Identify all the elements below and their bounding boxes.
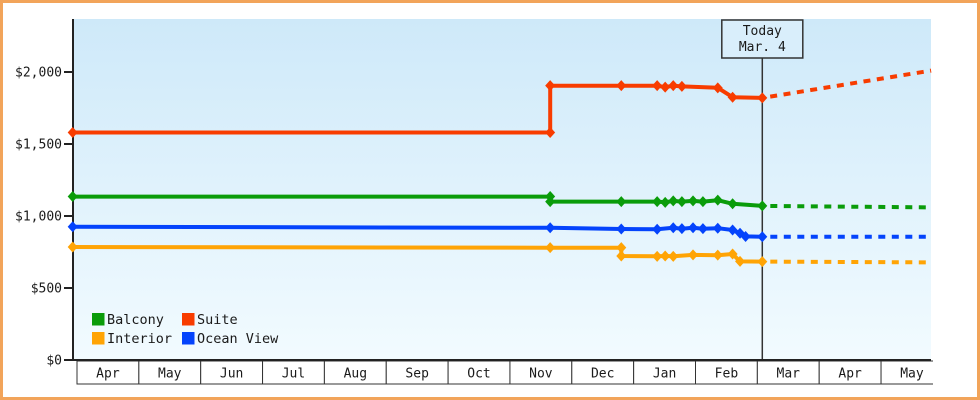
forecast-line-interior	[762, 259, 932, 265]
legend: Balcony Suite Interior Ocean View	[92, 312, 279, 347]
month-label: Oct	[467, 367, 490, 382]
month-label: May	[158, 367, 182, 382]
x-axis-month-row: Apr May Jun Jul Aug Sep Oct Nov Dec Jan Feb Mar Apr M…	[76, 360, 933, 385]
today-box	[721, 19, 804, 59]
data-point-marker	[757, 200, 768, 212]
y-tick-label: $2,000	[15, 66, 62, 81]
data-point-marker	[697, 223, 708, 235]
data-point-marker	[545, 222, 556, 234]
data-point-marker	[67, 221, 78, 233]
legend-swatch-interior	[92, 332, 105, 345]
month-label: Jun	[220, 367, 243, 382]
month-label: Mar	[777, 367, 801, 382]
legend-label: Ocean View	[197, 331, 279, 347]
y-tick-label: $0	[46, 354, 62, 369]
data-point-marker	[712, 194, 723, 206]
data-point-marker	[545, 80, 556, 92]
data-point-marker	[712, 222, 723, 234]
data-point-marker	[652, 250, 663, 262]
data-point-marker	[668, 222, 679, 234]
y-tick-label: $1,500	[15, 138, 62, 153]
data-point-marker	[688, 249, 699, 261]
data-point-marker	[616, 242, 627, 254]
data-point-marker	[545, 196, 556, 208]
price-series-layer	[67, 68, 932, 268]
today-label: Today	[743, 24, 782, 39]
forecast-line-suite	[761, 68, 932, 100]
data-point-marker	[735, 255, 746, 267]
data-point-marker	[652, 223, 663, 235]
legend-swatch-ocean-view	[182, 332, 195, 345]
legend-label: Balcony	[107, 312, 164, 328]
month-label: Jul	[282, 367, 305, 382]
data-point-marker	[676, 80, 687, 92]
data-point-marker	[67, 191, 78, 203]
data-point-marker	[727, 198, 738, 210]
month-label: Dec	[591, 367, 614, 382]
data-point-marker	[727, 91, 738, 103]
month-label: Apr	[838, 367, 862, 382]
forecast-line-balcony	[762, 203, 932, 210]
data-point-marker	[712, 82, 723, 94]
month-label: Nov	[529, 367, 553, 382]
plot-background	[73, 19, 931, 360]
data-point-marker	[660, 196, 671, 208]
data-point-marker	[545, 126, 556, 138]
data-point-marker	[616, 80, 627, 92]
data-point-marker	[668, 80, 679, 92]
data-point-marker	[67, 241, 78, 253]
data-point-marker	[727, 248, 738, 260]
data-point-marker	[652, 80, 663, 92]
legend-swatch-suite	[182, 313, 195, 326]
y-tick-label: $500	[31, 282, 62, 297]
month-label: Apr	[96, 367, 120, 382]
data-point-marker	[697, 196, 708, 208]
data-point-marker	[668, 195, 679, 207]
data-point-marker	[727, 224, 738, 236]
data-point-marker	[652, 196, 663, 208]
data-point-marker	[757, 256, 768, 268]
data-point-marker	[676, 223, 687, 235]
data-point-marker	[616, 196, 627, 208]
data-point-marker	[712, 249, 723, 261]
legend-swatch-balcony	[92, 313, 105, 326]
month-label: Feb	[715, 367, 739, 382]
data-point-marker	[688, 222, 699, 234]
data-point-marker	[757, 231, 768, 243]
data-point-marker	[545, 242, 556, 254]
month-label: Sep	[405, 367, 429, 382]
y-tick-label: $1,000	[15, 210, 62, 225]
today-date-label: Mar. 4	[739, 40, 786, 55]
legend-label: Suite	[197, 312, 238, 328]
legend-label: Interior	[107, 331, 172, 347]
data-point-marker	[688, 195, 699, 207]
data-point-marker	[740, 230, 751, 242]
data-point-marker	[668, 250, 679, 262]
month-label: Aug	[344, 367, 367, 382]
data-point-marker	[660, 81, 671, 93]
data-point-marker	[616, 223, 627, 235]
data-point-marker	[676, 196, 687, 208]
data-point-marker	[660, 250, 671, 262]
data-point-marker	[757, 92, 768, 104]
data-point-marker	[67, 126, 78, 138]
month-label: Jan	[653, 367, 676, 382]
data-point-marker	[616, 250, 627, 262]
month-label: May	[900, 367, 924, 382]
y-axis: $0 $500 $1,000 $1,500 $2,000	[15, 66, 72, 369]
